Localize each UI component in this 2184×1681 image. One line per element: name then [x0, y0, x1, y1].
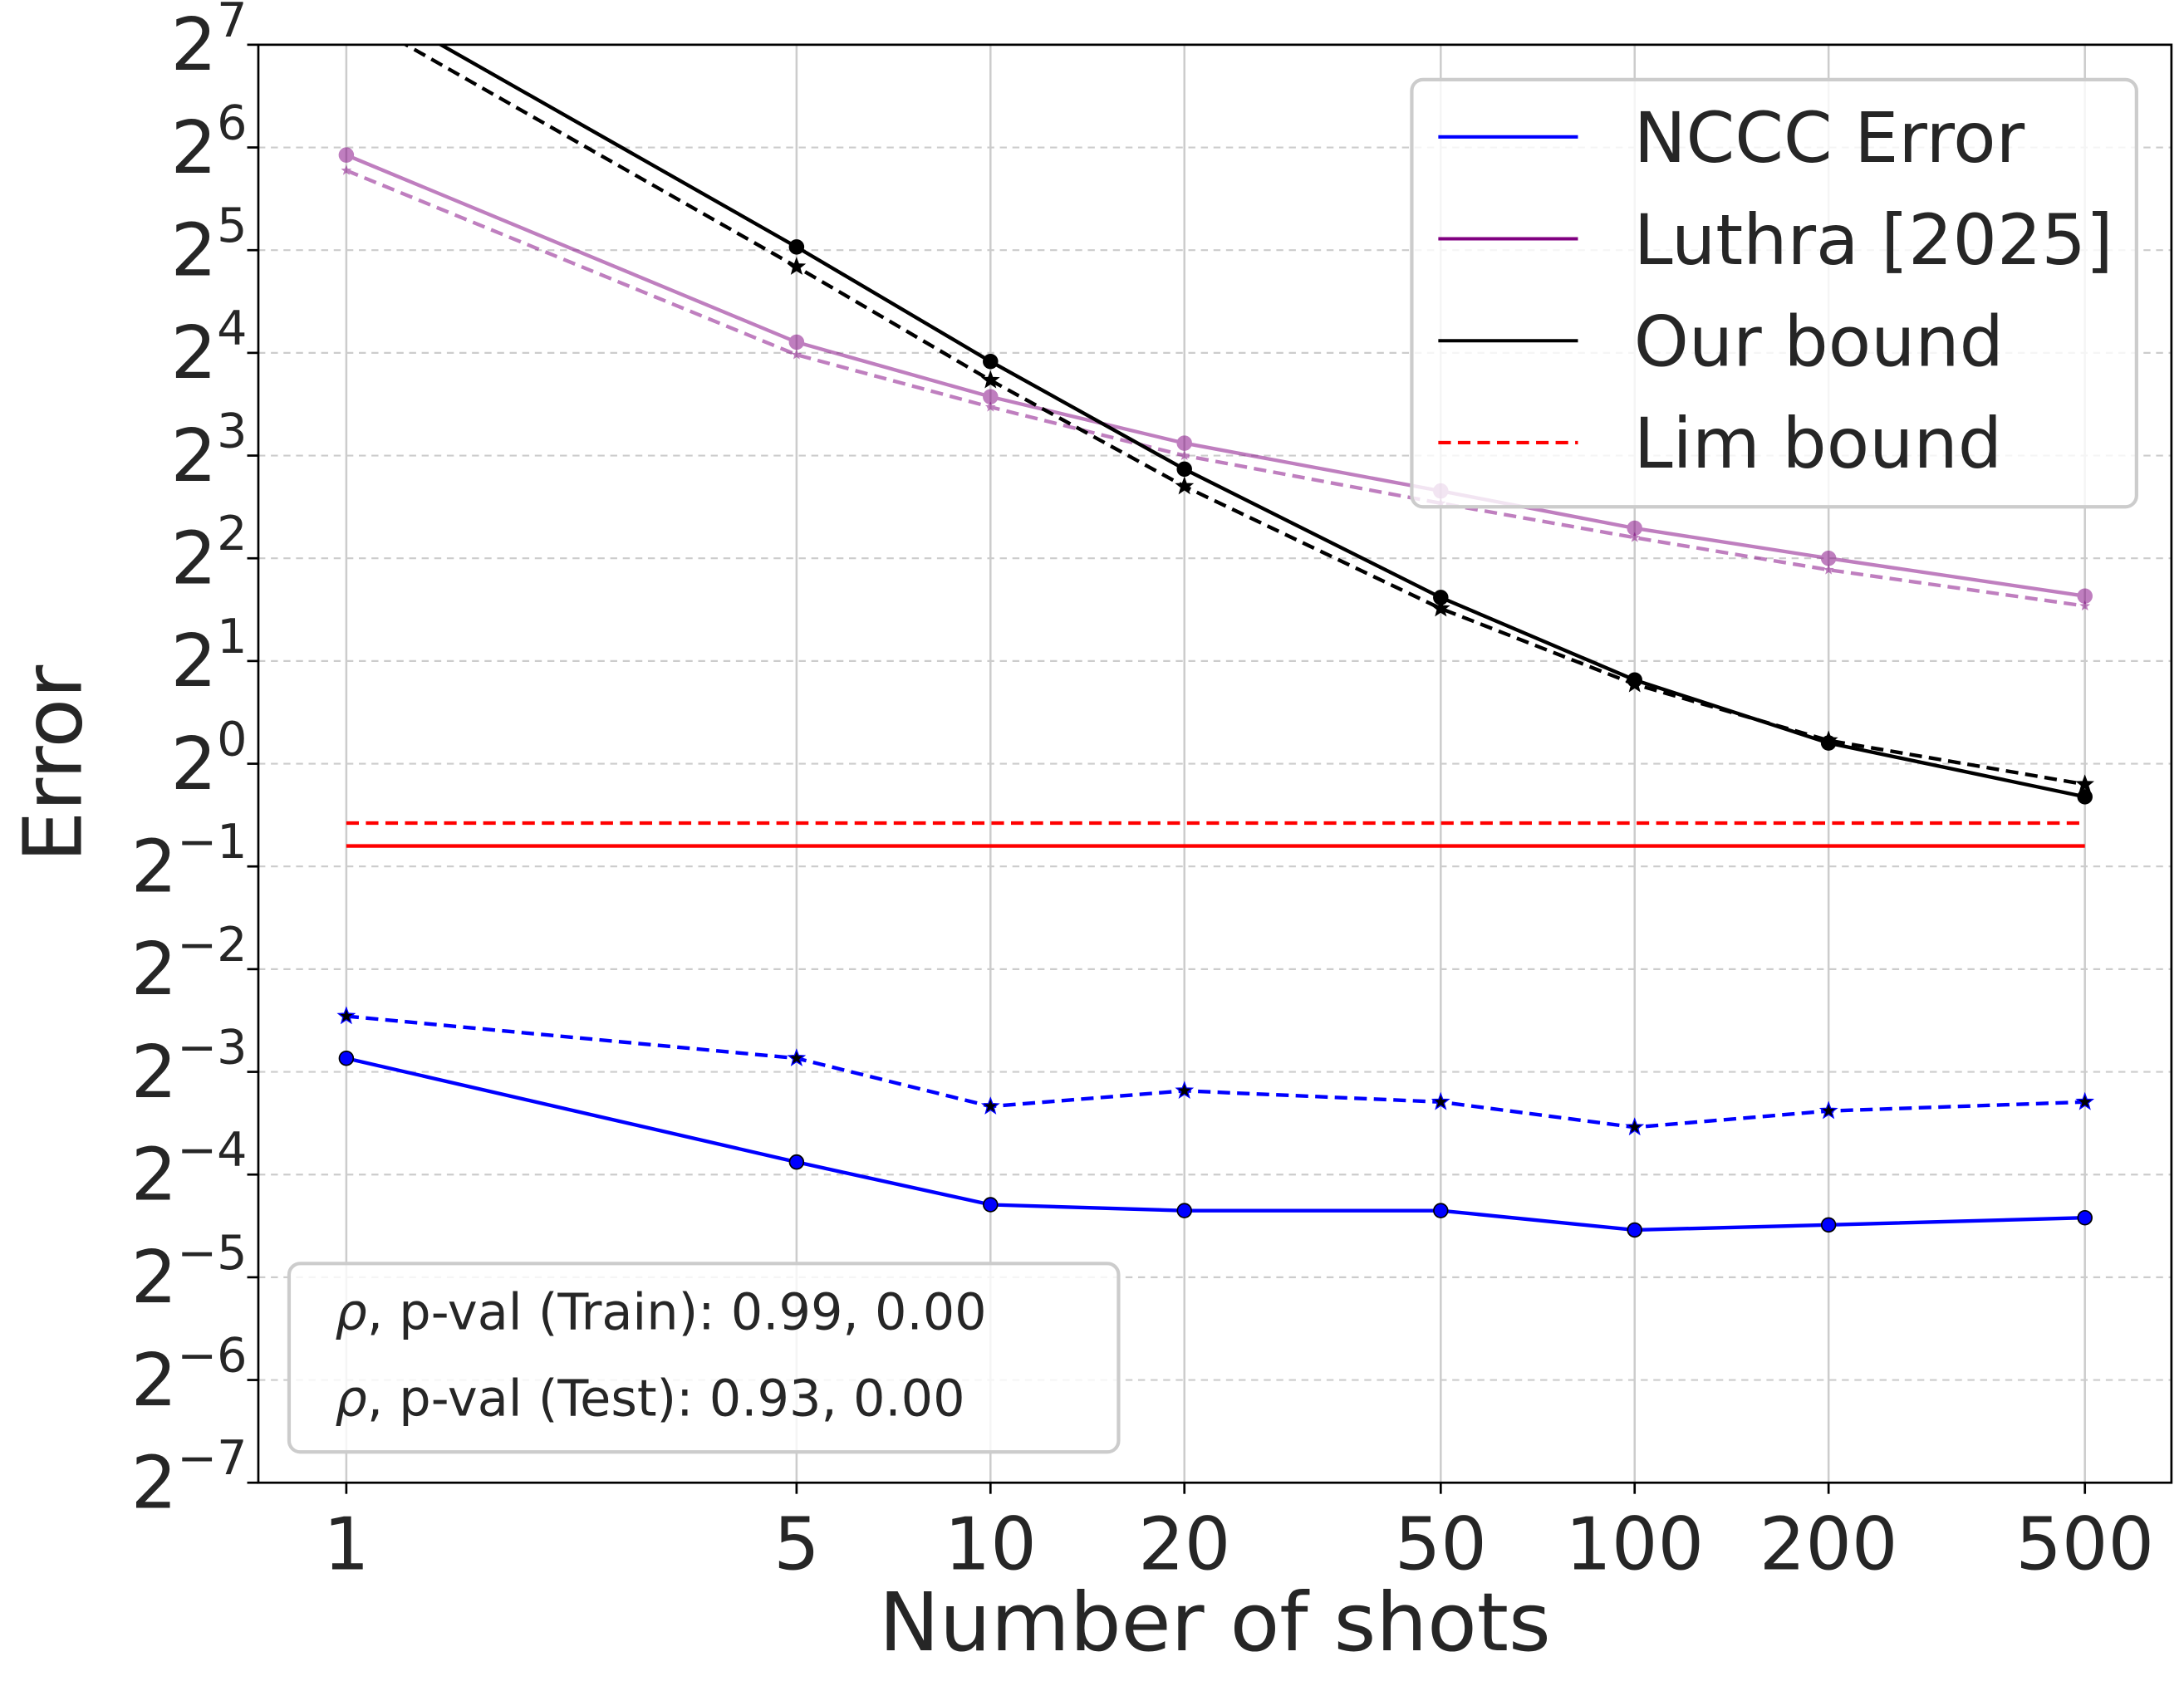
data-point — [1625, 674, 1645, 693]
y-axis-label: Error — [6, 664, 100, 863]
data-point — [1818, 730, 1838, 749]
y-tick-label: 25 — [171, 198, 248, 292]
legend-label: NCCC Error — [1634, 97, 2025, 179]
data-point — [341, 164, 352, 175]
series-line — [346, 1056, 2085, 1233]
legend-label: Lim bound — [1634, 403, 2002, 484]
y-tick-label: 20 — [171, 712, 248, 806]
data-point — [1629, 532, 1641, 542]
data-point — [336, 1006, 356, 1025]
y-tick-label: 26 — [171, 96, 248, 189]
data-point — [984, 401, 996, 412]
data-point — [1431, 598, 1450, 617]
data-point — [983, 1197, 999, 1213]
data-point — [1625, 1117, 1645, 1136]
series-0 — [338, 1050, 2093, 1238]
y-tick-label: 2−4 — [131, 1123, 248, 1217]
data-point — [787, 257, 807, 275]
y-tick-label: 2−2 — [131, 918, 248, 1012]
x-axis-label: Number of shots — [879, 1576, 1551, 1669]
series-group — [336, 2, 2095, 1238]
data-point — [2075, 774, 2095, 793]
data-point — [1820, 1217, 1837, 1233]
y-tick-label: 2−7 — [131, 1431, 248, 1525]
data-point — [1627, 1222, 1642, 1238]
y-tick-label: 2−5 — [131, 1226, 248, 1320]
data-point — [338, 2, 354, 17]
series-line — [402, 44, 2086, 787]
data-point — [980, 1096, 1000, 1115]
data-point — [791, 349, 802, 360]
data-point — [1823, 564, 1834, 575]
ticks: 1 5 10 20 50 100 200 5002−72−62−52−42−32−22−120… — [131, 0, 2154, 1586]
data-point — [2077, 789, 2093, 805]
series-line — [346, 169, 2086, 608]
data-point — [983, 353, 999, 370]
y-tick-label: 24 — [171, 301, 248, 395]
data-point — [338, 147, 355, 163]
y-tick-label: 2−1 — [131, 815, 248, 909]
data-point — [1818, 1100, 1838, 1120]
legend-label: Luthra [2025] — [1634, 199, 2113, 281]
legend-label: Our bound — [1634, 301, 2004, 382]
y-tick-label: 2−3 — [131, 1020, 248, 1114]
x-tick-label: 5 — [773, 1502, 820, 1586]
series-line — [346, 153, 2086, 598]
y-tick-label: 2−6 — [131, 1328, 248, 1422]
y-tick-label: 23 — [171, 404, 248, 497]
annotation-test: ρ, p-val (Test): 0.93, 0.00 — [335, 1370, 964, 1429]
legend-box — [1410, 77, 2138, 509]
data-point — [1176, 1203, 1192, 1218]
data-point — [2077, 1209, 2093, 1226]
data-point — [1175, 476, 1195, 495]
data-point — [1433, 1203, 1449, 1218]
annotation-test-text: , p-val (Test): 0.93, 0.00 — [367, 1370, 965, 1429]
correlation-box-frame — [287, 1262, 1121, 1454]
rho-symbol: ρ — [335, 1283, 366, 1341]
x-tick-label: 1 — [323, 1502, 370, 1586]
annotation-train: ρ, p-val (Train): 0.99, 0.00 — [335, 1283, 986, 1341]
data-point — [1176, 435, 1192, 451]
data-point — [1176, 461, 1192, 478]
data-point — [2075, 1091, 2095, 1110]
data-point — [788, 334, 805, 350]
data-point — [980, 370, 1000, 389]
x-tick-label: 100 — [1565, 1502, 1704, 1586]
y-tick-label: 27 — [171, 0, 248, 87]
data-point — [1175, 1081, 1195, 1100]
series-1 — [336, 1006, 2095, 1136]
data-point — [1179, 449, 1190, 460]
annotation-train-text: , p-val (Train): 0.99, 0.00 — [367, 1283, 987, 1341]
data-point — [1820, 550, 1837, 566]
data-point — [787, 1048, 807, 1066]
data-point — [338, 1050, 355, 1066]
x-tick-label: 50 — [1395, 1502, 1487, 1586]
data-point — [788, 1154, 805, 1170]
x-tick-label: 500 — [2015, 1502, 2154, 1586]
data-point — [2079, 600, 2091, 610]
rho-symbol: ρ — [335, 1370, 366, 1429]
y-tick-label: 22 — [171, 507, 248, 600]
y-tick-label: 21 — [171, 610, 248, 703]
x-tick-label: 10 — [945, 1502, 1037, 1586]
x-tick-label: 20 — [1138, 1502, 1230, 1586]
series-5 — [338, 2, 2095, 793]
legend: NCCC Error Luthra [2025] Our bound Lim boun… — [1410, 77, 2138, 509]
data-point — [1431, 1091, 1450, 1110]
correlation-box: ρ, p-val (Train): 0.99, 0.00 ρ, p-val (T… — [287, 1262, 1121, 1454]
data-point — [788, 239, 805, 255]
x-tick-label: 200 — [1759, 1502, 1898, 1586]
